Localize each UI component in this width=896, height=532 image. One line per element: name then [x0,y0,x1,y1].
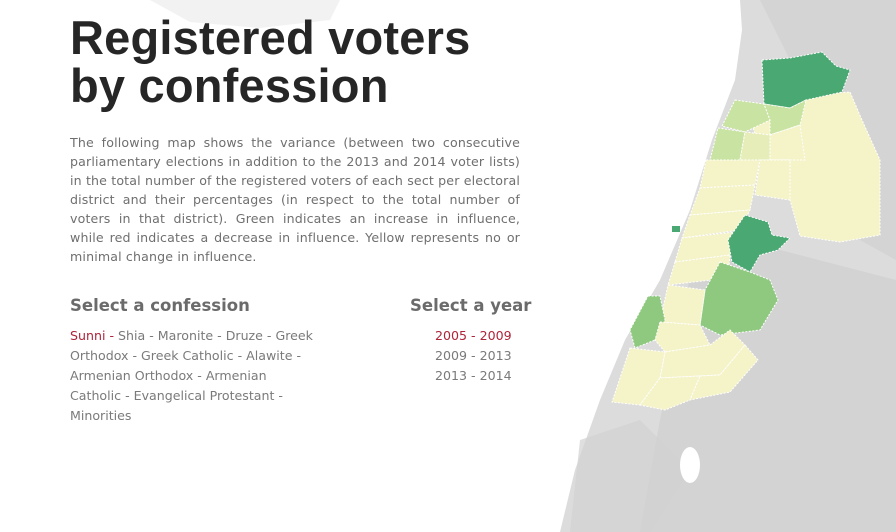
district-west-bekaa[interactable] [699,261,779,336]
separator: - [105,328,119,343]
island-dot [672,226,680,232]
confession-heading: Select a confession [70,296,250,315]
confession-option[interactable]: Sunni [70,328,106,343]
separator: - [121,388,134,403]
separator: - [213,328,226,343]
confession-list: Sunni - Shia - Maronite - Druze - Greek … [70,326,320,426]
district-metn[interactable] [674,231,736,263]
district-minieh[interactable] [763,99,807,136]
district-koura[interactable] [739,131,771,161]
separator: - [233,348,247,363]
confession-option[interactable]: Druze [225,328,263,343]
year-list: 2005 - 2009 2009 - 2013 2013 - 2014 [435,326,512,386]
district-bcharre[interactable] [769,124,806,161]
confession-option[interactable]: Minorities [70,408,132,423]
separator: - [262,328,276,343]
separator: - [292,348,302,363]
year-heading: Select a year [410,296,532,315]
confession-option[interactable]: Armenian Catholic [70,368,267,403]
separator: - [128,348,142,363]
districts [611,51,881,411]
confession-option[interactable]: Maronite [157,328,214,343]
confession-option[interactable]: Greek Orthodox [70,328,313,363]
year-option[interactable]: 2009 - 2013 [435,348,512,363]
district-zahle[interactable] [727,214,792,273]
district-chouf[interactable] [659,284,706,326]
description-text: The following map shows the variance (be… [70,135,520,264]
district-saida[interactable] [629,295,666,349]
page-title: Registered voters by confession [70,14,470,110]
title-line-1: Registered voters [70,11,471,64]
confession-option[interactable]: Armenian Orthodox [70,368,194,383]
separator: - [145,328,158,343]
confession-option[interactable]: Evangelical Protestant [133,388,275,403]
year-option[interactable]: 2013 - 2014 [435,368,512,383]
confession-option[interactable]: Greek Catholic [141,348,234,363]
district-keserwan[interactable] [681,209,751,239]
title-line-2: by confession [70,59,389,112]
separator: - [193,368,206,383]
district-zgharta[interactable] [709,127,746,161]
separator: - [274,388,283,403]
district-tripoli[interactable] [721,99,771,133]
district-marjayoun[interactable] [689,344,759,401]
district-bint-jbeil[interactable] [639,375,701,411]
district-batroun[interactable] [699,159,761,189]
year-option[interactable]: 2005 - 2009 [435,328,512,343]
district-hermel-west[interactable] [754,159,791,201]
confession-option[interactable]: Shia [118,328,146,343]
confession-option[interactable]: Alawite [246,348,293,363]
